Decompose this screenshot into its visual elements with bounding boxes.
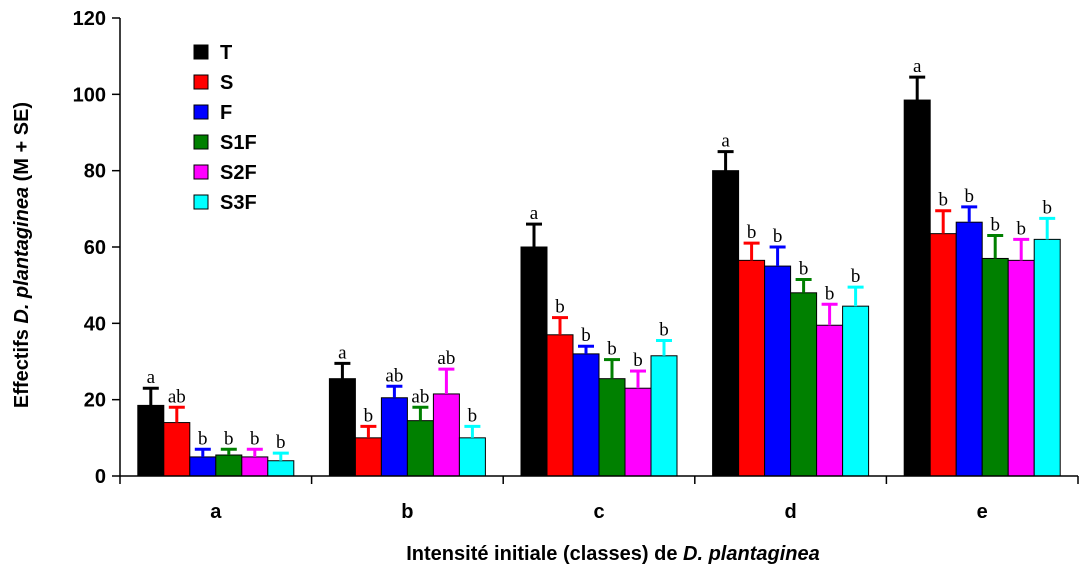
bar-S-a xyxy=(163,422,191,477)
bar-S2F-b xyxy=(432,393,460,477)
legend-swatch-F xyxy=(193,104,209,120)
y-axis-label-prefix: Effectifs xyxy=(11,324,33,408)
y-axis-label-italic: D. plantaginea xyxy=(11,187,33,324)
x-tick-label-b: b xyxy=(401,501,413,523)
bar-F-c xyxy=(572,353,600,477)
bar-S-e xyxy=(929,233,957,477)
significance-letter-T-b: a xyxy=(338,342,347,363)
bar-S3F-d xyxy=(842,305,870,477)
significance-letter-S1F-b: ab xyxy=(411,386,429,407)
x-tick-label-d: d xyxy=(784,501,796,523)
significance-letter-T-c: a xyxy=(530,203,539,224)
bar-S2F-a xyxy=(241,456,269,477)
significance-letter-F-e: b xyxy=(964,186,974,207)
legend: TSF S1F S2F S3F xyxy=(193,42,257,214)
x-axis-label: Intensité initiale (classes) de D. plant… xyxy=(406,543,819,565)
significance-letter-S2F-a: b xyxy=(250,428,260,449)
legend-label-S: S xyxy=(220,72,233,94)
legend-swatch-S2F xyxy=(193,164,209,180)
bar-S-d xyxy=(738,259,766,477)
significance-letter-S-d: b xyxy=(747,222,757,243)
bar-T-b xyxy=(328,378,356,477)
bar-T-c xyxy=(520,246,548,477)
y-tick-label: 40 xyxy=(84,313,106,335)
bar-S2F-e xyxy=(1007,259,1035,477)
significance-letter-S-e: b xyxy=(938,190,948,211)
significance-letter-S-c: b xyxy=(555,297,565,318)
y-tick-label: 0 xyxy=(95,466,106,488)
bar-S-c xyxy=(546,334,574,477)
y-tick-label: 80 xyxy=(84,161,106,183)
bar-S1F-e xyxy=(981,257,1009,477)
bar-F-d xyxy=(764,265,792,477)
x-axis-label-prefix: Intensité initiale (classes) de xyxy=(406,543,683,565)
y-axis-label: Effectifs D. plantaginea (M + SE) xyxy=(11,102,33,408)
bar-T-d xyxy=(712,170,740,477)
bar-S1F-c xyxy=(598,378,626,477)
bar-S3F-e xyxy=(1033,238,1061,477)
legend-label-T: T xyxy=(220,42,232,64)
significance-letter-S3F-b: b xyxy=(468,405,478,426)
legend-label-S2F: S2F xyxy=(220,162,257,184)
bar-T-e xyxy=(903,99,931,477)
significance-letter-F-a: b xyxy=(198,428,208,449)
bar-F-e xyxy=(955,221,983,477)
significance-letter-S1F-e: b xyxy=(990,215,1000,236)
x-tick-label-e: e xyxy=(977,501,988,523)
significance-letter-S2F-b: ab xyxy=(437,348,455,369)
y-axis-label-suffix: (M + SE) xyxy=(11,102,33,187)
bar-S2F-d xyxy=(816,324,844,477)
x-axis-label-italic: D. plantaginea xyxy=(683,543,820,565)
significance-letter-T-d: a xyxy=(721,131,730,152)
significance-letter-S1F-d: b xyxy=(799,258,809,279)
significance-letter-S2F-c: b xyxy=(633,350,643,371)
significance-letter-F-c: b xyxy=(581,325,591,346)
bar-S3F-a xyxy=(267,460,295,477)
bar-S1F-d xyxy=(790,292,818,477)
bar-S2F-c xyxy=(624,387,652,477)
bar-S-b xyxy=(354,437,382,477)
significance-letter-T-a: a xyxy=(147,367,156,388)
significance-letter-F-b: ab xyxy=(385,365,403,386)
x-tick-label-c: c xyxy=(593,501,604,523)
legend-swatch-S3F xyxy=(193,194,209,210)
y-tick-label: 100 xyxy=(73,84,106,106)
bar-F-b xyxy=(380,397,408,477)
bar-S1F-a xyxy=(215,454,243,477)
legend-label-F: F xyxy=(220,102,232,124)
significance-letter-S1F-c: b xyxy=(607,339,617,360)
significance-letter-S2F-d: b xyxy=(825,283,835,304)
bar-S1F-b xyxy=(406,420,434,477)
significance-letter-S3F-e: b xyxy=(1042,197,1052,218)
y-tick-label: 60 xyxy=(84,237,106,259)
significance-letter-S2F-e: b xyxy=(1016,218,1026,239)
legend-swatch-S1F xyxy=(193,134,209,150)
bar-F-a xyxy=(189,456,217,477)
significance-letter-S-a: ab xyxy=(168,386,186,407)
significance-letter-S3F-c: b xyxy=(659,320,669,341)
bar-S3F-c xyxy=(650,355,678,477)
bar-T-a xyxy=(137,404,165,477)
legend-label-S3F: S3F xyxy=(220,192,257,214)
bar-S3F-b xyxy=(458,437,486,477)
y-tick-label: 20 xyxy=(84,390,106,412)
significance-letter-S3F-a: b xyxy=(276,432,286,453)
significance-letter-S1F-a: b xyxy=(224,428,234,449)
x-tick-label-a: a xyxy=(210,501,222,523)
legend-swatch-T xyxy=(193,44,209,60)
legend-label-S1F: S1F xyxy=(220,132,257,154)
significance-letter-S3F-d: b xyxy=(851,266,861,287)
y-tick-label: 120 xyxy=(73,8,106,30)
significance-letter-T-e: a xyxy=(913,56,922,77)
significance-letter-S-b: b xyxy=(364,405,374,426)
significance-letter-F-d: b xyxy=(773,226,783,247)
legend-swatch-S xyxy=(193,74,209,90)
